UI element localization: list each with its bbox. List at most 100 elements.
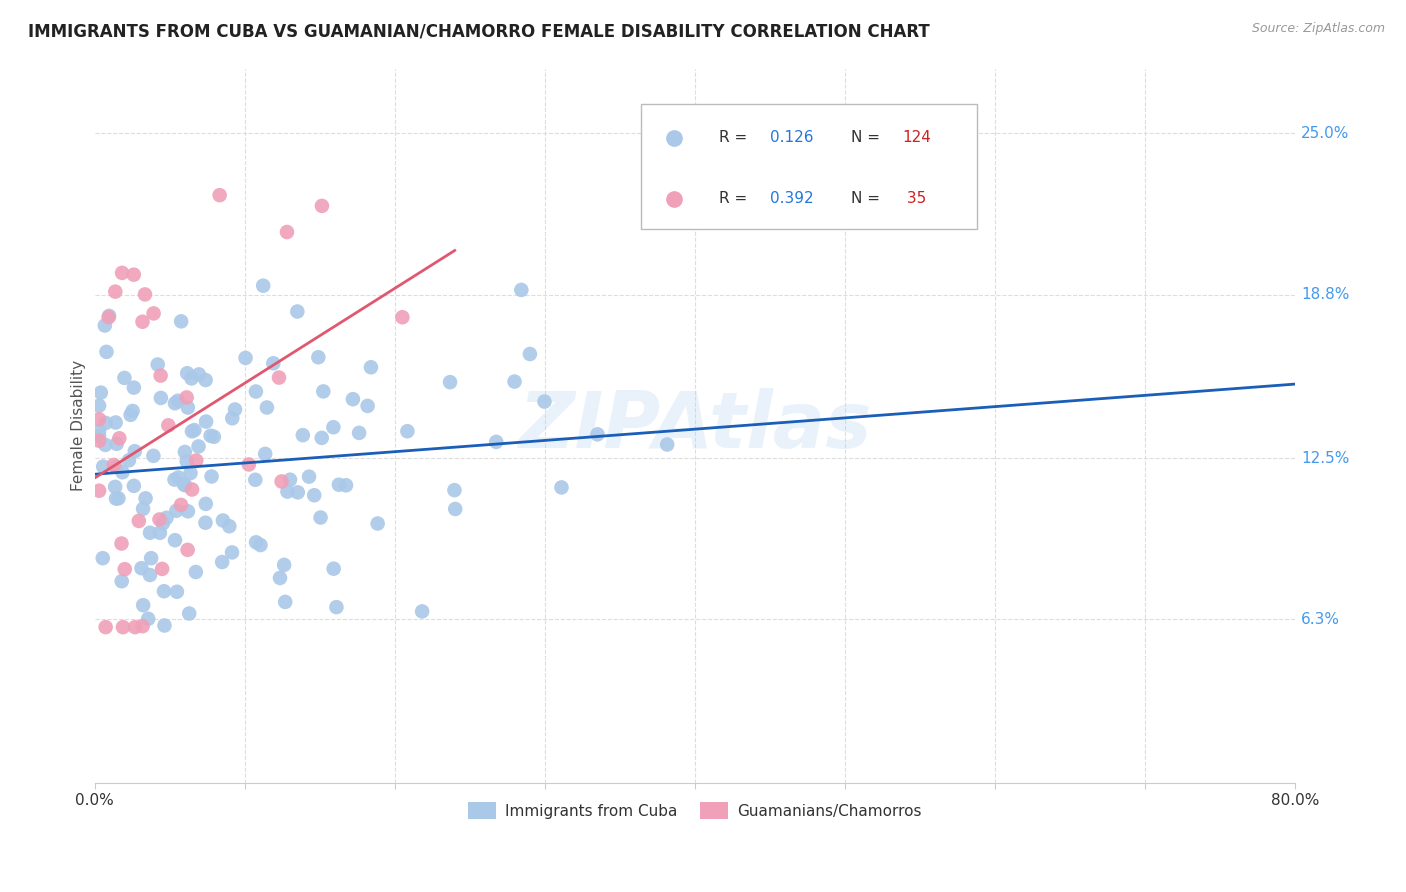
Point [142, 449, 165, 463]
Point [177, 504, 200, 518]
Point [411, 604, 433, 618]
Point [367, 516, 389, 531]
Point [287, 485, 309, 500]
Point [391, 310, 413, 325]
Point [181, 425, 204, 439]
Point [122, 479, 145, 493]
Point [298, 469, 321, 483]
Point [124, 444, 146, 458]
Point [276, 484, 298, 499]
Point [238, 458, 260, 472]
Point [104, 480, 127, 494]
Point [122, 268, 145, 282]
Point [208, 188, 231, 202]
Point [485, 434, 508, 449]
Point [132, 598, 155, 612]
Point [256, 401, 278, 415]
Point [120, 408, 142, 422]
Text: 35: 35 [903, 191, 927, 206]
Text: N =: N = [851, 191, 884, 206]
Point [325, 600, 347, 615]
Point [342, 392, 364, 407]
Point [108, 431, 131, 445]
Point [194, 516, 217, 530]
Point [135, 491, 157, 506]
Point [111, 465, 134, 479]
Point [104, 416, 127, 430]
Point [139, 525, 162, 540]
Text: 0.126: 0.126 [770, 130, 814, 145]
Point [179, 607, 201, 621]
Text: 25.0%: 25.0% [1301, 126, 1350, 141]
Point [149, 368, 172, 383]
Point [194, 497, 217, 511]
Point [152, 516, 174, 531]
Point [322, 420, 344, 434]
Point [328, 477, 350, 491]
Point [153, 618, 176, 632]
Point [273, 558, 295, 572]
Point [194, 373, 217, 387]
Point [87, 434, 110, 448]
Text: 18.8%: 18.8% [1301, 287, 1350, 302]
Point [87, 424, 110, 438]
Point [107, 491, 129, 506]
Point [131, 315, 153, 329]
Point [322, 562, 344, 576]
Text: 0.392: 0.392 [770, 191, 814, 206]
Point [335, 478, 357, 492]
Point [139, 551, 162, 566]
Point [291, 428, 314, 442]
Point [136, 612, 159, 626]
Point [97, 310, 120, 325]
Point [149, 391, 172, 405]
Point [307, 350, 329, 364]
Point [183, 423, 205, 437]
Point [202, 430, 225, 444]
Point [439, 375, 461, 389]
Point [114, 562, 136, 576]
Point [186, 453, 208, 467]
Point [167, 470, 190, 484]
Point [200, 429, 222, 443]
Point [111, 574, 134, 589]
Point [128, 514, 150, 528]
Point [176, 454, 198, 468]
Point [245, 384, 267, 399]
Point [163, 396, 186, 410]
Point [245, 535, 267, 549]
Point [94, 318, 117, 333]
Point [356, 399, 378, 413]
Point [179, 466, 201, 480]
Point [218, 519, 240, 533]
Point [110, 536, 132, 550]
Point [173, 445, 195, 459]
Text: 124: 124 [903, 130, 931, 145]
Point [212, 513, 235, 527]
Point [87, 399, 110, 413]
Point [270, 475, 292, 489]
Point [177, 401, 200, 415]
Point [503, 375, 526, 389]
Point [586, 427, 609, 442]
Point [550, 480, 572, 494]
Point [165, 504, 187, 518]
Point [170, 314, 193, 328]
Point [131, 619, 153, 633]
Point [153, 584, 176, 599]
Point [155, 510, 177, 524]
Point [347, 425, 370, 440]
Point [274, 595, 297, 609]
Point [104, 459, 127, 474]
Point [94, 438, 117, 452]
Point [166, 584, 188, 599]
Point [176, 366, 198, 380]
Text: 6.3%: 6.3% [1301, 612, 1340, 627]
Point [91, 459, 114, 474]
Point [150, 562, 173, 576]
Point [184, 565, 207, 579]
Point [163, 533, 186, 548]
Text: R =: R = [718, 191, 752, 206]
Point [105, 437, 128, 451]
Point [111, 620, 134, 634]
